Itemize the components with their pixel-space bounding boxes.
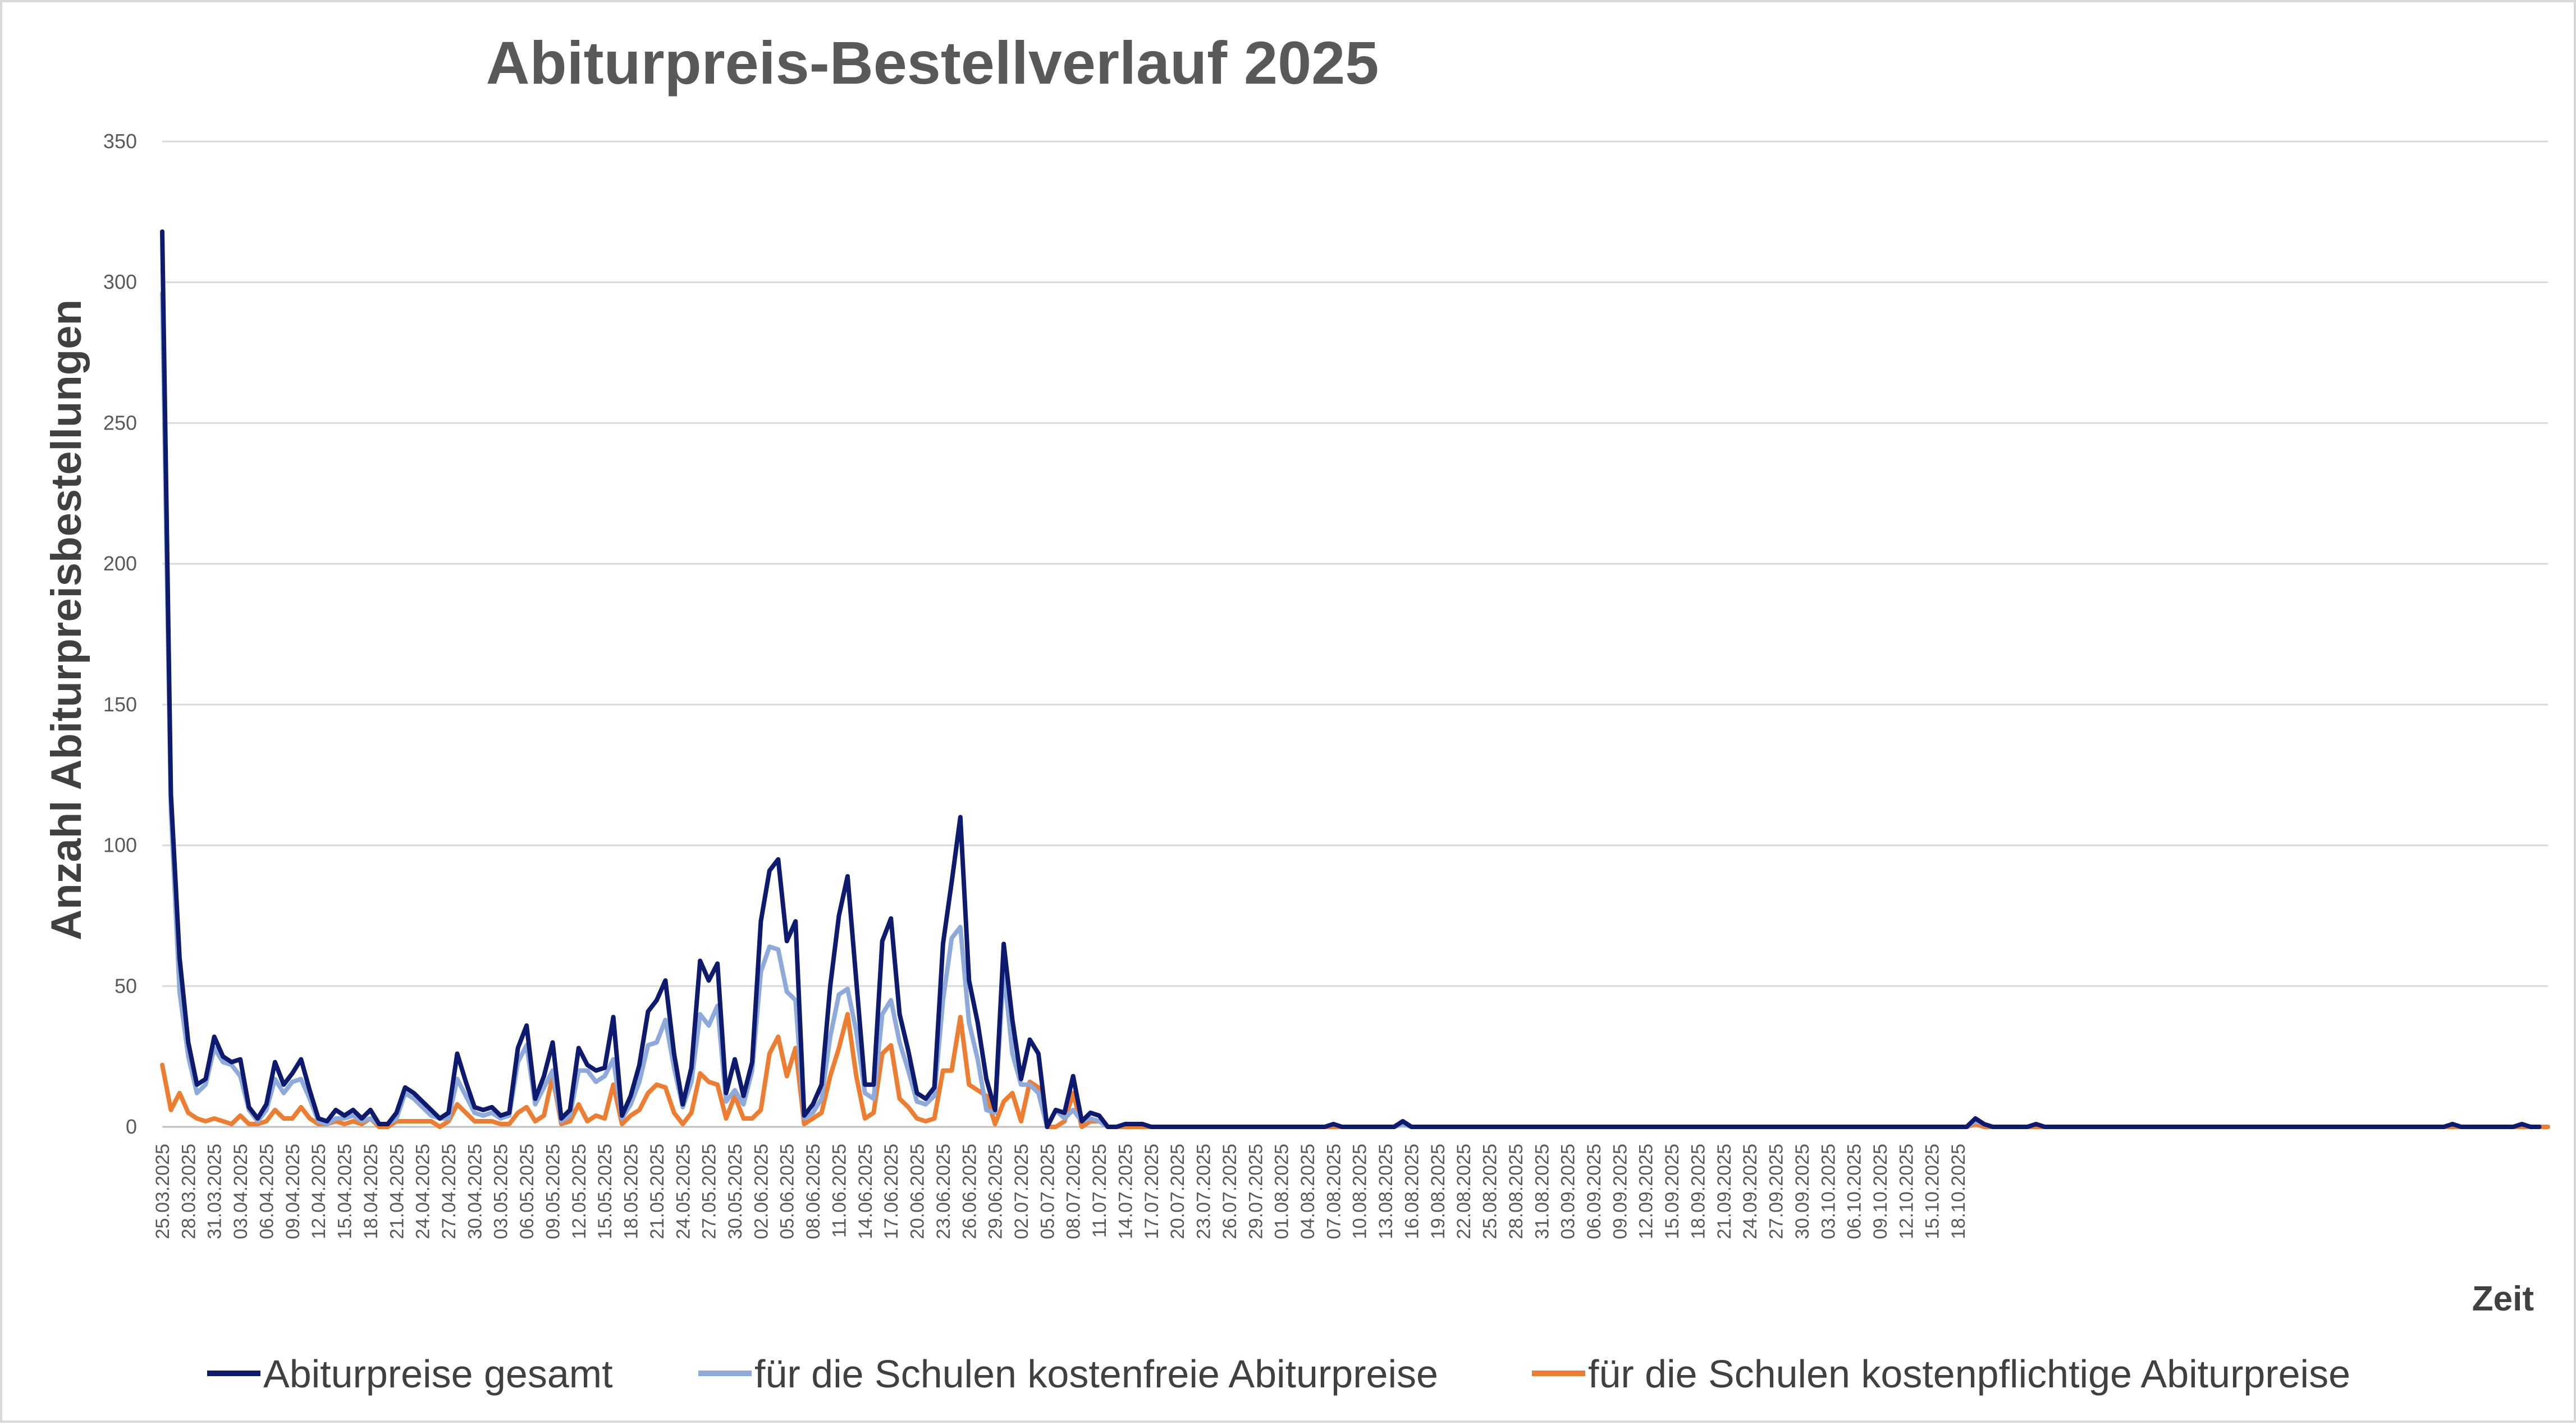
x-tick-label: 30.04.2025 <box>464 1144 486 1239</box>
x-tick-label: 08.06.2025 <box>803 1144 824 1239</box>
gridlines <box>162 140 2548 1128</box>
x-tick-label: 18.04.2025 <box>360 1144 382 1239</box>
x-tick-label: 16.08.2025 <box>1401 1144 1422 1239</box>
x-tick-label: 20.07.2025 <box>1167 1144 1188 1239</box>
x-tick-label: 27.04.2025 <box>438 1144 460 1239</box>
x-tick-label: 14.07.2025 <box>1115 1144 1136 1239</box>
x-tick-label: 23.07.2025 <box>1193 1144 1215 1239</box>
x-tick-label: 27.05.2025 <box>699 1144 720 1239</box>
x-tick-label: 03.09.2025 <box>1558 1144 1579 1239</box>
legend-entry: für die Schulen kostenpflichtige Abiturp… <box>1588 1352 2350 1396</box>
x-tick-label: 05.07.2025 <box>1037 1144 1058 1239</box>
y-tick-label: 300 <box>103 271 137 294</box>
y-axis-ticks: 0 50 100 150 200 250 300 350 <box>103 130 137 1138</box>
x-tick-label: 25.03.2025 <box>152 1144 173 1239</box>
x-tick-label: 12.09.2025 <box>1636 1144 1657 1239</box>
x-axis-ticks: 25.03.2025 28.03.2025 31.03.2025 03.04.2025… <box>152 1144 1969 1239</box>
x-tick-label: 31.03.2025 <box>204 1144 226 1239</box>
x-tick-label: 11.07.2025 <box>1089 1144 1110 1238</box>
x-tick-label: 20.06.2025 <box>907 1144 928 1239</box>
y-tick-label: 100 <box>103 834 137 857</box>
x-tick-label: 30.05.2025 <box>725 1144 746 1239</box>
x-tick-label: 21.09.2025 <box>1714 1144 1735 1239</box>
y-axis-label: Anzahl Abiturpreisbestellungen <box>43 299 90 940</box>
x-tick-label: 05.06.2025 <box>777 1144 798 1239</box>
x-tick-label: 17.06.2025 <box>881 1144 902 1239</box>
series-line <box>160 229 2542 1129</box>
x-tick-label: 06.05.2025 <box>516 1144 538 1239</box>
x-tick-label: 26.06.2025 <box>959 1144 980 1239</box>
x-tick-label: 18.10.2025 <box>1948 1144 1969 1239</box>
x-tick-label: 15.05.2025 <box>594 1144 616 1239</box>
x-tick-label: 15.04.2025 <box>335 1144 356 1239</box>
x-tick-label: 02.07.2025 <box>1011 1144 1032 1239</box>
chart-title: Abiturpreis-Bestellverlauf 2025 <box>486 29 1379 97</box>
x-tick-label: 17.07.2025 <box>1141 1144 1163 1239</box>
x-tick-label: 01.08.2025 <box>1271 1144 1293 1239</box>
x-tick-label: 12.05.2025 <box>569 1144 590 1239</box>
x-tick-label: 02.06.2025 <box>751 1144 772 1239</box>
x-tick-label: 29.07.2025 <box>1245 1144 1266 1239</box>
x-tick-label: 25.08.2025 <box>1480 1144 1501 1239</box>
x-tick-label: 15.10.2025 <box>1922 1144 1943 1239</box>
y-tick-label: 350 <box>103 130 137 153</box>
x-tick-label: 13.08.2025 <box>1375 1144 1397 1239</box>
x-tick-label: 11.06.2025 <box>829 1144 850 1238</box>
x-tick-label: 03.10.2025 <box>1818 1144 1839 1239</box>
y-tick-label: 50 <box>115 974 137 997</box>
y-tick-label: 0 <box>126 1115 137 1138</box>
x-tick-label: 26.07.2025 <box>1219 1144 1241 1239</box>
x-tick-label: 09.04.2025 <box>282 1144 304 1239</box>
x-tick-label: 07.08.2025 <box>1323 1144 1344 1239</box>
x-tick-label: 27.09.2025 <box>1766 1144 1787 1239</box>
x-tick-label: 09.05.2025 <box>542 1144 564 1239</box>
x-tick-label: 06.09.2025 <box>1584 1144 1605 1239</box>
x-tick-label: 30.09.2025 <box>1792 1144 1813 1239</box>
y-tick-label: 250 <box>103 411 137 434</box>
x-tick-label: 09.09.2025 <box>1609 1144 1631 1239</box>
x-tick-label: 14.06.2025 <box>855 1144 876 1239</box>
x-tick-label: 09.10.2025 <box>1870 1144 1891 1239</box>
x-tick-label: 23.06.2025 <box>933 1144 954 1239</box>
x-tick-label: 18.05.2025 <box>621 1144 642 1239</box>
x-tick-label: 12.04.2025 <box>308 1144 330 1239</box>
y-tick-label: 200 <box>103 552 137 575</box>
x-tick-label: 21.05.2025 <box>647 1144 668 1239</box>
x-tick-label: 29.06.2025 <box>985 1144 1006 1239</box>
legend-entry: Abiturpreise gesamt <box>263 1352 613 1396</box>
x-tick-label: 22.08.2025 <box>1453 1144 1475 1239</box>
x-tick-label: 28.08.2025 <box>1506 1144 1527 1239</box>
x-axis-label: Zeit <box>2472 1280 2534 1318</box>
x-tick-label: 19.08.2025 <box>1427 1144 1449 1239</box>
x-tick-label: 21.04.2025 <box>386 1144 408 1239</box>
x-tick-label: 28.03.2025 <box>178 1144 199 1239</box>
series-line <box>160 1012 2550 1129</box>
x-tick-label: 10.08.2025 <box>1349 1144 1371 1239</box>
series-line <box>160 291 2542 1129</box>
x-tick-label: 08.07.2025 <box>1063 1144 1085 1239</box>
series-lines <box>160 229 2550 1129</box>
legend: Abiturpreise gesamt für die Schulen koste… <box>207 1352 2350 1396</box>
legend-entry: für die Schulen kostenfreie Abiturpreise <box>754 1352 1438 1396</box>
x-tick-label: 06.10.2025 <box>1844 1144 1865 1239</box>
x-tick-label: 03.05.2025 <box>491 1144 512 1239</box>
x-tick-label: 15.09.2025 <box>1662 1144 1683 1239</box>
x-tick-label: 24.09.2025 <box>1740 1144 1761 1239</box>
x-tick-label: 04.08.2025 <box>1297 1144 1319 1239</box>
x-tick-label: 24.05.2025 <box>672 1144 694 1239</box>
x-tick-label: 06.04.2025 <box>256 1144 277 1239</box>
x-tick-label: 03.04.2025 <box>230 1144 251 1239</box>
x-tick-label: 24.04.2025 <box>413 1144 434 1239</box>
x-tick-label: 12.10.2025 <box>1896 1144 1917 1239</box>
x-tick-label: 31.08.2025 <box>1531 1144 1553 1239</box>
x-tick-label: 18.09.2025 <box>1687 1144 1709 1239</box>
y-tick-label: 150 <box>103 693 137 716</box>
